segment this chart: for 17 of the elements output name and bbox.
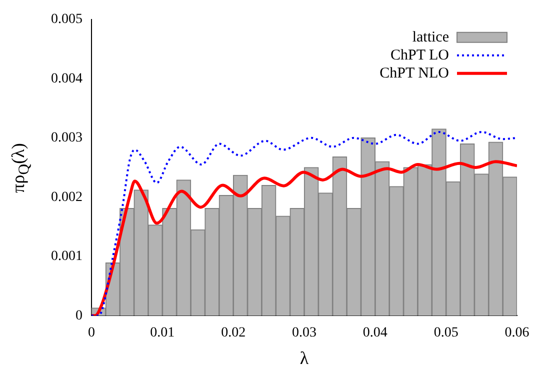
x-tick-label: 0.04 <box>362 326 388 341</box>
y-tick-label: 0 <box>76 308 82 324</box>
legend-label: ChPT LO <box>390 47 450 64</box>
x-tick-label: 0 <box>88 326 95 341</box>
y-tick-label: 0.002 <box>51 190 82 205</box>
y-tick-label: 0.003 <box>51 130 82 146</box>
y-tick-label: 0.004 <box>51 71 82 86</box>
y-tick-label: 0.001 <box>51 249 82 264</box>
x-tick-label: 0.03 <box>292 326 316 341</box>
x-tick-label: 0.06 <box>504 326 530 341</box>
legend-label: ChPT NLO <box>380 65 450 82</box>
x-tick-label: 0.02 <box>221 326 246 341</box>
x-tick-label: 0.01 <box>150 326 175 341</box>
legend-label: lattice <box>412 29 450 46</box>
y-tick-label: 0.005 <box>51 12 82 28</box>
x-axis-title: λ <box>300 348 309 368</box>
x-tick-label: 0.05 <box>434 326 458 341</box>
